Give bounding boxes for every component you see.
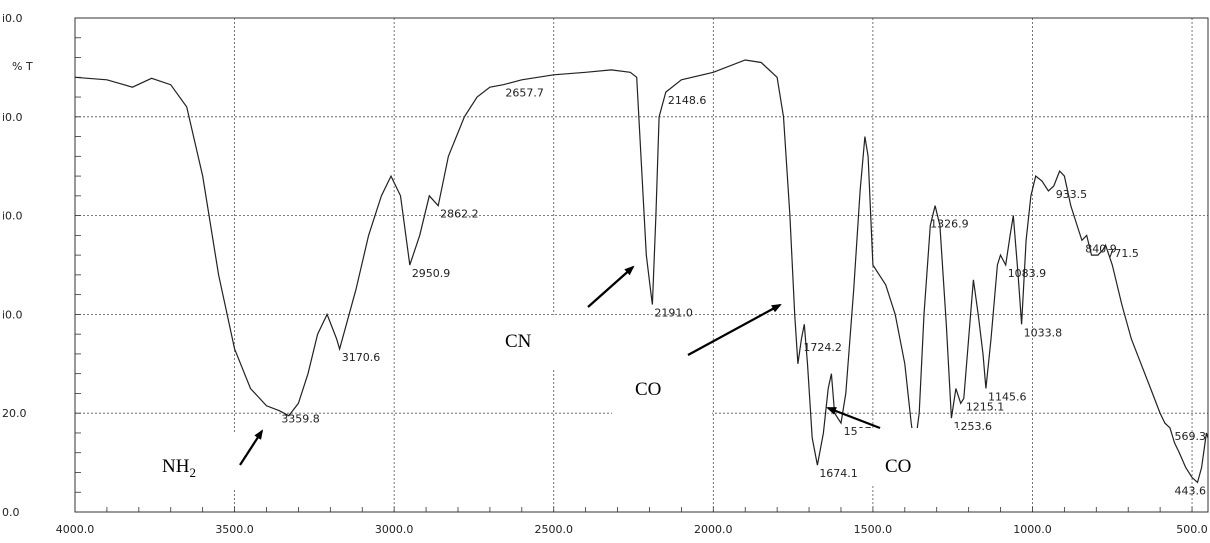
annotation-box (612, 356, 712, 426)
peak-label: 443.6 (1175, 484, 1207, 497)
annotation-label: CN (505, 331, 532, 352)
peak-label: 2148.6 (668, 94, 707, 107)
annotation-box (490, 315, 590, 370)
peak-label: 1674.1 (819, 467, 858, 480)
x-tick-label: 4000.0 (56, 523, 95, 536)
x-tick-label: 1000.0 (1013, 523, 1052, 536)
peak-label: 840.9 (1085, 242, 1117, 255)
grid (74, 17, 1208, 513)
annotation-arrow (587, 265, 635, 308)
peak-label: 1033.8 (1024, 326, 1063, 339)
peak-label: 1083.9 (1008, 267, 1047, 280)
x-tick-label: 1500.0 (854, 523, 893, 536)
annotation-box (858, 428, 958, 486)
peak-label: 1253.6 (954, 420, 993, 433)
x-tick-label: 2500.0 (534, 523, 573, 536)
y-tick-label: i0.0 (2, 210, 23, 223)
peak-label: 2862.2 (440, 208, 479, 221)
peak-label: 1145.6 (988, 391, 1027, 404)
peak-label: 1724.2 (803, 341, 842, 354)
annotation-label: CO (885, 456, 911, 477)
peak-label: 1326.9 (930, 218, 969, 231)
peak-label: 771.5 (1107, 247, 1139, 260)
annotation-arrow (687, 304, 782, 356)
y-tick-label: 20.0 (2, 407, 27, 420)
y-axis-label: % T (12, 60, 33, 73)
y-tick-label: i0.0 (2, 308, 23, 321)
y-tick-label: 0.0 (2, 506, 20, 519)
peak-label: 2950.9 (412, 267, 451, 280)
peak-label: 1215.1 (966, 400, 1005, 413)
peak-labels: 3359.8 3170.6 2950.9 2862.2 2657.7 2148.6 2191… (281, 87, 1206, 498)
peak-label: 3359.8 (281, 413, 320, 426)
peak-label: 933.5 (1056, 188, 1088, 201)
plot-frame (74, 17, 1209, 513)
x-tick-label: 2000.0 (694, 523, 733, 536)
x-tick-label: 3000.0 (375, 523, 414, 536)
peak-label: 3170.6 (342, 351, 381, 364)
annotation-label: CO (635, 379, 661, 400)
peak-label: 2191.0 (654, 307, 693, 320)
annotation-arrow (826, 406, 881, 430)
y-axis-ticks: 0.0 20.0 i0.0 i0.0 i0.0 i0.0 (2, 12, 27, 519)
y-tick-label: i0.0 (2, 12, 23, 25)
peak-label: 569.3 (1175, 430, 1207, 443)
annotation-arrow (239, 429, 264, 466)
x-axis-ticks: 4000.0 3500.0 3000.0 2500.0 2000.0 1500.0 1000… (56, 523, 1208, 536)
y-tick-label: i0.0 (2, 111, 23, 124)
peak-label: 2657.7 (505, 87, 544, 100)
spectrum-line (74, 59, 1209, 484)
x-tick-label: 3500.0 (215, 523, 254, 536)
x-tick-label: 500.0 (1176, 523, 1208, 536)
annotation-box (137, 432, 237, 490)
